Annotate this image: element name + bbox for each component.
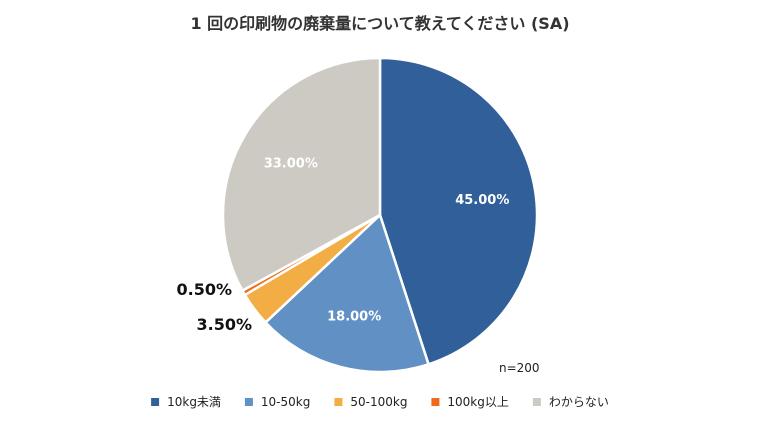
legend-swatch-1 [244,398,253,406]
pie-slice-1 [264,213,430,374]
legend-label-1: 10-50kg [261,395,310,409]
slice-value-label-1: 18.00% [327,309,381,324]
legend-item-3: 100kg以上 [431,395,509,409]
legend-swatch-3 [431,398,440,406]
legend-item-2: 50-100kg [334,395,407,409]
legend-item-1: 10-50kg [244,395,310,409]
legend-label-0: 10kg未満 [167,395,221,409]
sample-size-label: n=200 [499,361,540,375]
legend-swatch-4 [532,398,541,406]
pie-slice-0 [378,56,539,366]
slice-value-label-4: 33.00% [264,156,318,171]
legend-label-2: 50-100kg [350,395,407,409]
slice-value-label-2: 3.50% [196,315,252,334]
pie-slices [221,56,539,374]
slice-labels: 45.00% 18.00% 3.50% 0.50% 33.00% [176,156,509,334]
legend-label-4: わからない [549,395,609,409]
legend-item-0: 10kg未満 [151,395,221,409]
slice-value-label-0: 45.00% [455,193,509,208]
legend: 10kg未満 10-50kg 50-100kg 100kg以上 わからない [151,395,609,409]
legend-label-3: 100kg以上 [447,395,508,409]
pie-slice-4 [221,56,382,292]
legend-item-4: わからない [532,395,609,409]
chart-title: 1 回の印刷物の廃棄量について教えてください (SA) [190,14,569,33]
legend-swatch-0 [151,398,160,406]
legend-swatch-2 [334,398,343,406]
slice-value-label-3: 0.50% [176,280,232,299]
